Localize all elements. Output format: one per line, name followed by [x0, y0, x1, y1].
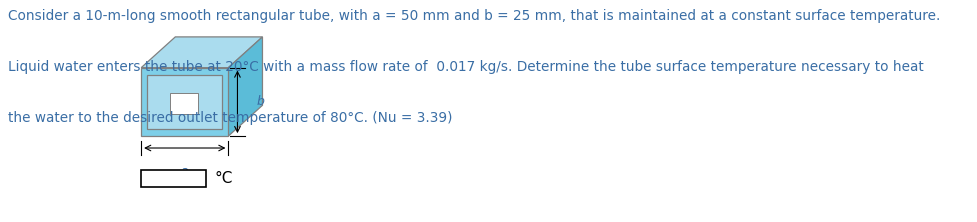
FancyBboxPatch shape [170, 93, 198, 114]
Text: the water to the desired outlet temperature of 80°C. (Nu = 3.39): the water to the desired outlet temperat… [8, 111, 451, 125]
Text: b: b [256, 95, 264, 108]
Text: Consider a 10-m-long smooth rectangular tube, with a = 50 mm and b = 25 mm, that: Consider a 10-m-long smooth rectangular … [8, 9, 939, 23]
Polygon shape [229, 37, 262, 136]
FancyBboxPatch shape [148, 75, 222, 129]
Polygon shape [141, 37, 262, 68]
FancyBboxPatch shape [141, 68, 229, 136]
FancyBboxPatch shape [141, 170, 205, 187]
Text: Liquid water enters the tube at 20°C with a mass flow rate of  0.017 kg/s. Deter: Liquid water enters the tube at 20°C wit… [8, 60, 922, 74]
Text: a: a [181, 165, 189, 178]
Text: °C: °C [215, 171, 233, 186]
